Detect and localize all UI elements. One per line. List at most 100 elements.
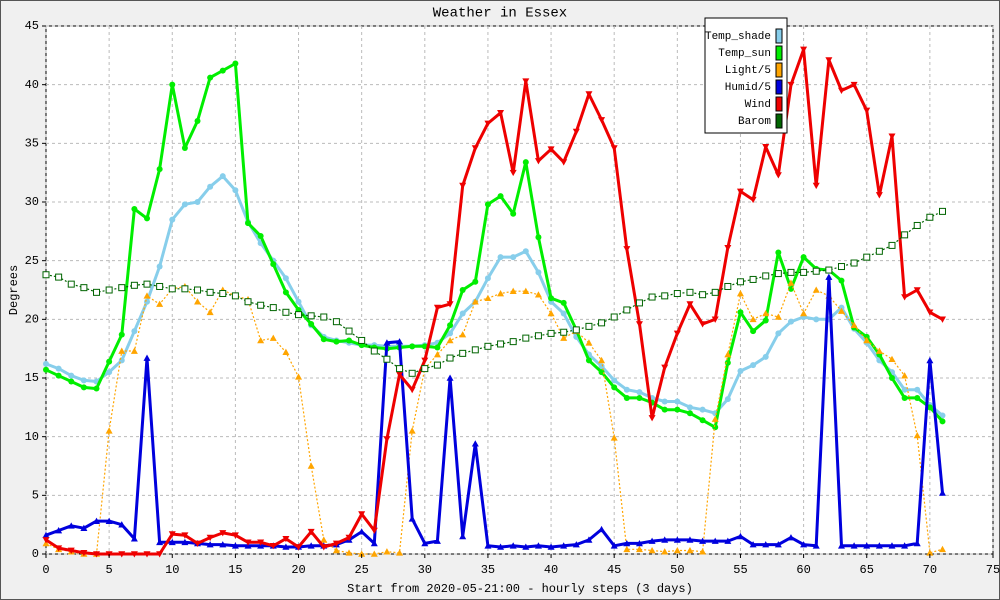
point xyxy=(800,268,808,276)
point xyxy=(938,489,946,496)
point xyxy=(825,266,833,274)
point xyxy=(686,536,694,543)
point xyxy=(661,364,669,371)
point xyxy=(67,547,75,554)
point xyxy=(231,542,239,549)
point xyxy=(207,74,214,81)
point xyxy=(686,301,694,308)
point xyxy=(623,539,631,547)
point xyxy=(118,331,125,338)
point xyxy=(699,537,707,544)
point xyxy=(130,551,138,558)
point xyxy=(724,359,731,366)
point xyxy=(55,273,63,281)
point xyxy=(118,284,126,292)
x-tick-label: 10 xyxy=(165,563,179,577)
x-tick-label: 55 xyxy=(733,563,747,577)
point xyxy=(661,292,669,300)
point xyxy=(282,275,289,282)
point xyxy=(837,263,845,271)
point xyxy=(901,542,909,549)
point xyxy=(484,342,492,350)
legend: Temp_shade Temp_sun Light/5 Humid/5 Wind Baro… xyxy=(704,17,788,134)
point xyxy=(358,528,366,535)
point xyxy=(207,183,214,190)
point xyxy=(320,336,327,343)
point xyxy=(547,146,555,153)
point xyxy=(875,247,883,255)
point xyxy=(749,541,757,548)
point xyxy=(699,291,707,299)
point xyxy=(762,541,770,548)
point xyxy=(245,220,252,227)
point xyxy=(711,415,719,422)
x-tick-label: 25 xyxy=(354,563,368,577)
point xyxy=(42,271,50,279)
point xyxy=(762,353,769,360)
point xyxy=(901,386,908,393)
point xyxy=(370,527,378,535)
point xyxy=(837,542,845,549)
point xyxy=(307,462,315,469)
point xyxy=(484,201,491,208)
point xyxy=(509,542,517,549)
point xyxy=(762,144,770,151)
point xyxy=(535,234,542,241)
point xyxy=(143,292,151,299)
point xyxy=(901,372,909,379)
point xyxy=(105,286,113,294)
point xyxy=(131,206,138,213)
point xyxy=(548,295,555,302)
point xyxy=(749,315,757,323)
point xyxy=(42,537,50,544)
point xyxy=(421,357,429,364)
point xyxy=(333,338,340,345)
axes: 0 5 10 15 20 25 30 35 40 45 0 5 10 15 20 25 30 35 40 45 50 55… xyxy=(25,19,1000,577)
y-tick-label: 25 xyxy=(25,254,39,268)
point xyxy=(775,330,782,337)
point xyxy=(547,309,555,317)
point xyxy=(863,542,871,549)
point xyxy=(699,548,707,555)
point xyxy=(623,394,630,401)
x-tick-label: 0 xyxy=(42,563,49,577)
point xyxy=(358,550,366,557)
point xyxy=(585,91,593,98)
point xyxy=(67,280,75,288)
point xyxy=(875,192,883,199)
point xyxy=(194,540,202,547)
x-tick-label: 5 xyxy=(106,563,113,577)
point xyxy=(206,288,214,296)
point xyxy=(610,434,618,441)
point xyxy=(282,308,290,316)
point xyxy=(93,385,100,392)
point xyxy=(358,336,366,344)
point xyxy=(926,404,933,411)
point xyxy=(156,166,163,173)
point xyxy=(105,427,113,434)
point xyxy=(433,361,441,369)
point xyxy=(270,261,277,268)
point xyxy=(522,334,530,342)
point xyxy=(838,277,845,284)
point xyxy=(673,546,681,554)
point xyxy=(80,550,88,557)
point xyxy=(926,309,934,316)
point xyxy=(471,145,479,152)
point xyxy=(611,384,618,391)
point xyxy=(838,304,845,311)
point xyxy=(572,326,580,334)
point xyxy=(522,287,530,294)
point xyxy=(194,298,202,305)
point xyxy=(194,286,202,294)
point xyxy=(484,275,491,282)
point xyxy=(232,187,239,194)
point xyxy=(888,241,896,249)
point xyxy=(433,304,441,312)
point xyxy=(231,532,239,539)
marks xyxy=(42,46,946,558)
point xyxy=(434,344,441,351)
point xyxy=(168,531,176,538)
point xyxy=(585,322,593,330)
point xyxy=(749,275,757,283)
